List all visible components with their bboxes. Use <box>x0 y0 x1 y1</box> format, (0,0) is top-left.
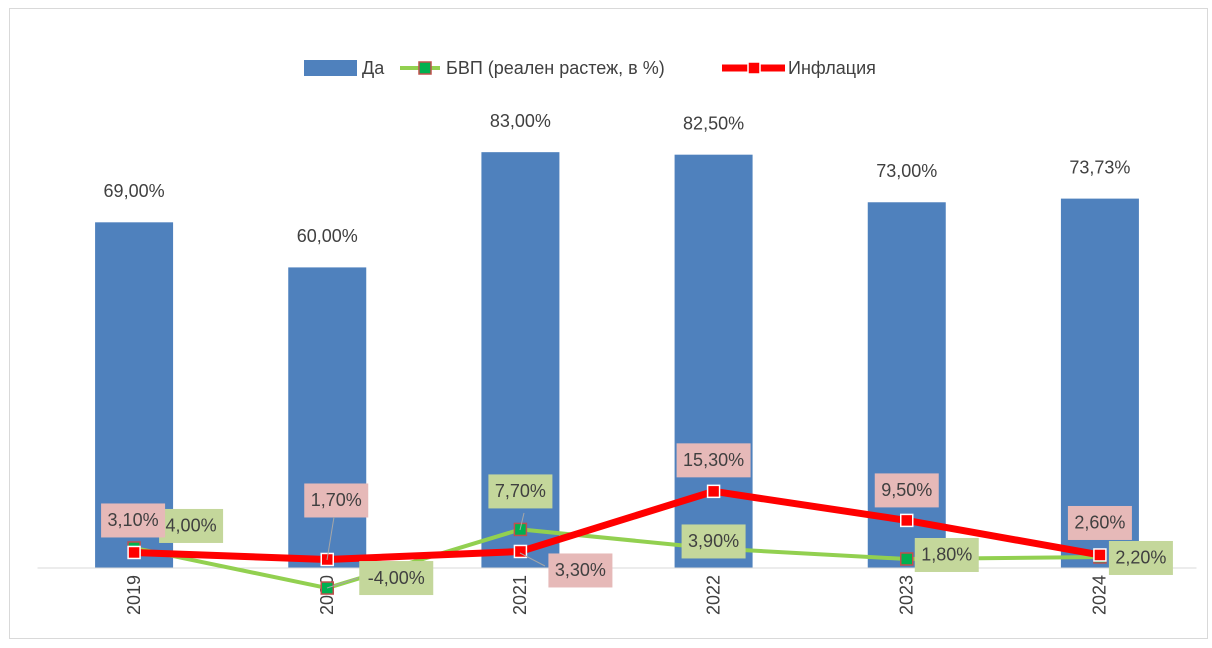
line-marker <box>900 552 914 566</box>
bar <box>674 154 753 569</box>
line-marker <box>900 513 914 528</box>
legend-label: БВП (реален растеж, в %) <box>446 58 665 78</box>
data-label-box <box>1067 505 1132 540</box>
x-tick-label: 2019 <box>124 575 144 615</box>
data-label: 3,30% <box>555 560 606 580</box>
data-label-box <box>676 443 751 478</box>
bar-value-label: 82,50% <box>683 113 744 133</box>
bar-value-label: 73,73% <box>1069 157 1130 177</box>
legend-marker <box>418 61 432 75</box>
x-tick-label: 2021 <box>510 575 530 615</box>
bar <box>288 267 367 568</box>
data-label-box <box>548 553 613 588</box>
data-label: -4,00% <box>368 568 425 588</box>
legend-label: Да <box>362 58 385 78</box>
x-tick-label: 2023 <box>897 575 917 615</box>
data-label: 3,90% <box>688 531 739 551</box>
data-label-box <box>488 474 553 509</box>
legend-marker <box>747 61 761 75</box>
leader-line <box>326 516 335 561</box>
legend-label: Инфлация <box>788 58 876 78</box>
line-series <box>133 487 1101 563</box>
data-label-box <box>159 508 224 543</box>
leader-line <box>326 577 359 589</box>
data-label-box <box>101 503 166 538</box>
x-tick-label: 2022 <box>703 575 723 615</box>
x-tick-label: 2020 <box>317 575 337 615</box>
data-label: 9,50% <box>881 480 932 500</box>
x-tick-label: 2024 <box>1090 575 1110 615</box>
data-label: 15,30% <box>683 450 744 470</box>
data-label-box <box>681 524 746 559</box>
bar-value-label: 69,00% <box>104 181 165 201</box>
line-marker <box>127 545 141 560</box>
bar-value-label: 60,00% <box>297 226 358 246</box>
leader-line <box>519 552 546 567</box>
data-label-box <box>914 537 979 572</box>
data-label: 4,00% <box>166 516 217 536</box>
data-label: 3,10% <box>108 510 159 530</box>
data-label: 7,70% <box>495 481 546 501</box>
bar-value-label: 83,00% <box>490 111 551 131</box>
data-label: 2,60% <box>1074 513 1125 533</box>
leader-line <box>519 512 525 531</box>
data-label-box <box>359 561 434 596</box>
data-label-box <box>304 483 369 518</box>
data-label-box <box>874 473 939 508</box>
line-marker <box>706 484 721 499</box>
bar-value-label: 73,00% <box>876 161 937 181</box>
data-label: 1,80% <box>921 545 972 565</box>
data-label: 1,70% <box>311 490 362 510</box>
line-marker <box>1093 548 1107 562</box>
data-label: 2,20% <box>1115 548 1166 568</box>
legend-swatch <box>304 60 357 76</box>
data-label-box <box>1108 540 1173 575</box>
